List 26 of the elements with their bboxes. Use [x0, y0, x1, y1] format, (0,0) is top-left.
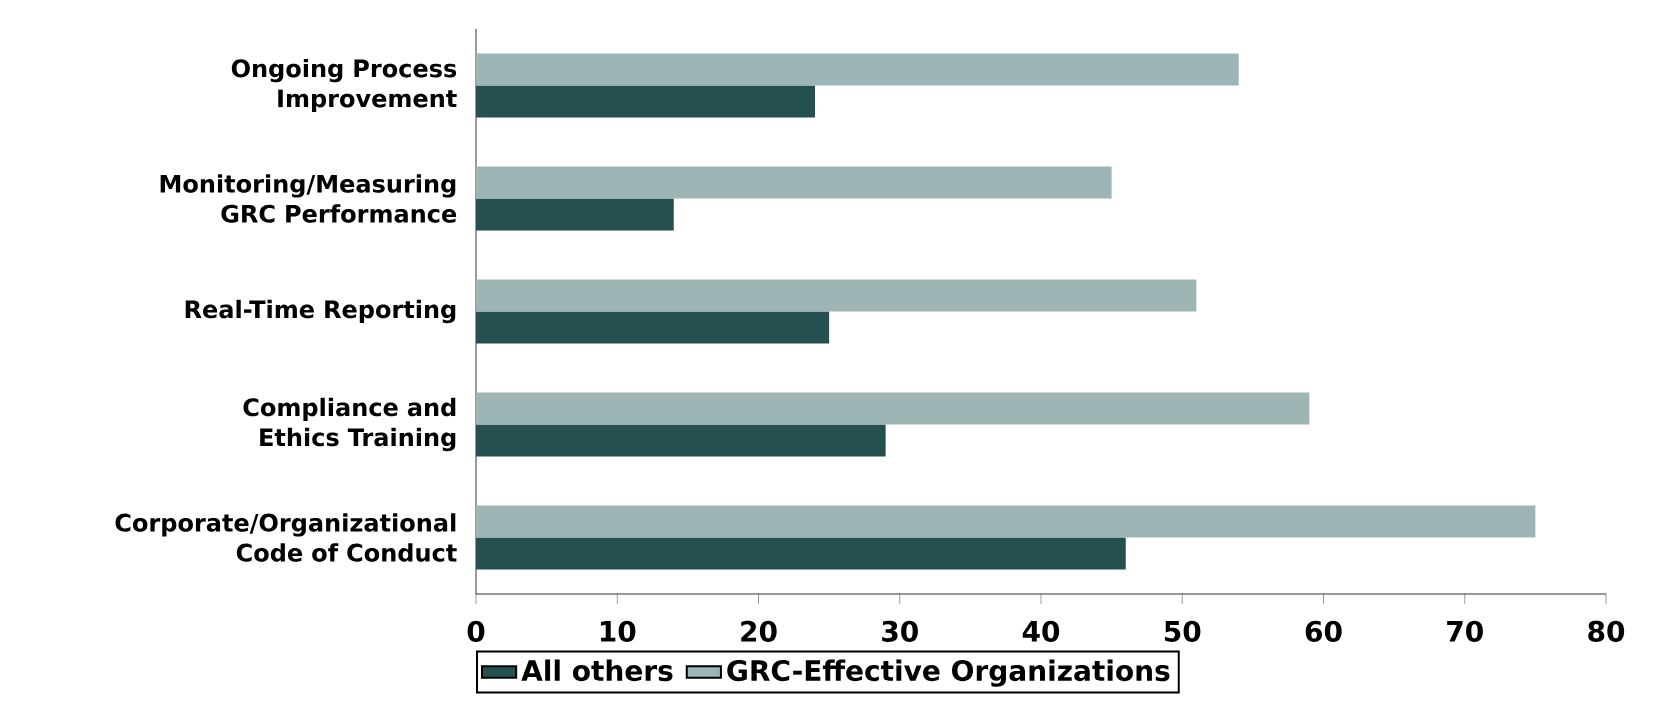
- x-tick-label: 60: [1305, 620, 1342, 642]
- x-tick-label: 70: [1447, 620, 1483, 642]
- x-tick-label: 30: [882, 620, 918, 642]
- y-tick-label: Compliance and Ethics Training: [243, 397, 456, 452]
- bar: [476, 53, 1239, 86]
- bar: [476, 424, 886, 457]
- y-tick-label: Real-Time Reporting: [185, 299, 456, 324]
- x-tick-label: 0: [467, 620, 485, 642]
- bar: [476, 279, 1197, 312]
- bar: [476, 311, 830, 344]
- y-tick-label: Monitoring/Measuring GRC Performance: [160, 174, 457, 223]
- y-tick-label: Ongoing Process Improvement: [231, 58, 457, 113]
- x-tick-label: 40: [1022, 620, 1060, 642]
- x-tick-label: 20: [741, 620, 777, 642]
- bar: [476, 166, 1112, 199]
- bar: [476, 85, 815, 118]
- x-tick-label: 10: [600, 620, 636, 642]
- legend-label: All others: [521, 659, 673, 682]
- y-tick-label: Corporate/Organizational Code of Conduct: [115, 513, 457, 562]
- legend-label: GRC-Effective Organizations: [727, 659, 1170, 687]
- x-tick-label: 50: [1164, 620, 1201, 642]
- bar: [476, 537, 1126, 570]
- x-tick-label: 80: [1588, 620, 1625, 642]
- bar: [476, 392, 1310, 425]
- bar: [476, 505, 1536, 538]
- bar: [476, 198, 674, 231]
